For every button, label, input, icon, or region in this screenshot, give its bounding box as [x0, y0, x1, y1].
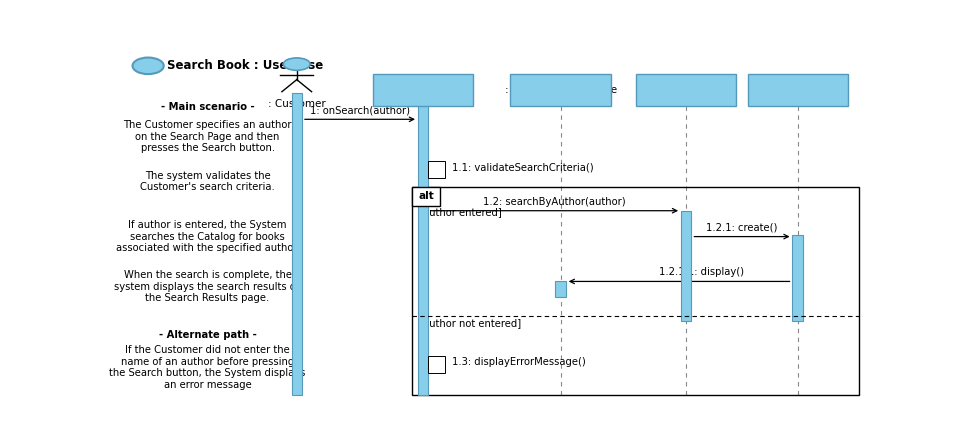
Text: alt: alt: [418, 191, 434, 201]
Text: The Customer specifies an author
on the Search Page and then
presses the Search : The Customer specifies an author on the …: [124, 120, 292, 153]
Bar: [292, 94, 302, 395]
Text: [author not entered]: [author not entered]: [419, 318, 522, 327]
Bar: [412, 186, 440, 206]
Text: 1.2.1.1: display(): 1.2.1.1: display(): [659, 267, 744, 277]
Text: The system validates the
Customer's search criteria.: The system validates the Customer's sear…: [140, 171, 275, 192]
Text: - Alternate path -: - Alternate path -: [158, 330, 256, 340]
Text: : Catalog: : Catalog: [663, 85, 710, 95]
Text: 1.2: searchByAuthor(author): 1.2: searchByAuthor(author): [483, 197, 626, 207]
Text: : Customer: : Customer: [268, 99, 326, 108]
Bar: [373, 74, 474, 105]
Bar: [418, 104, 429, 395]
Bar: [636, 74, 737, 105]
Bar: [429, 356, 445, 373]
Text: - Main scenario -: - Main scenario -: [161, 102, 254, 112]
Ellipse shape: [132, 57, 164, 74]
Text: When the search is complete, the
system displays the search results on
the Searc: When the search is complete, the system …: [113, 270, 302, 303]
Text: : Search Page: : Search Page: [387, 85, 458, 95]
Circle shape: [284, 58, 310, 70]
Text: 1.2.1: create(): 1.2.1: create(): [706, 223, 778, 233]
Text: Search Book : Use Case: Search Book : Use Case: [167, 59, 323, 72]
Text: If the Customer did not enter the
name of an author before pressing
the Search b: If the Customer did not enter the name o…: [109, 345, 306, 390]
Text: : Search Results Page: : Search Results Page: [504, 85, 617, 95]
Text: [author entered]: [author entered]: [419, 207, 503, 217]
Bar: [510, 74, 611, 105]
Text: If author is entered, the System
searches the Catalog for books
associated with : If author is entered, the System searche…: [116, 220, 299, 253]
Bar: [792, 235, 803, 321]
Text: : Search Results: : Search Results: [756, 85, 839, 95]
Bar: [412, 186, 859, 395]
Text: 1: onSearch(author): 1: onSearch(author): [310, 105, 409, 115]
Bar: [555, 281, 566, 297]
Bar: [681, 211, 691, 321]
Bar: [429, 161, 445, 178]
Bar: [747, 74, 848, 105]
Text: 1.1: validateSearchCriteria(): 1.1: validateSearchCriteria(): [452, 163, 594, 172]
Text: 1.3: displayErrorMessage(): 1.3: displayErrorMessage(): [452, 358, 586, 367]
